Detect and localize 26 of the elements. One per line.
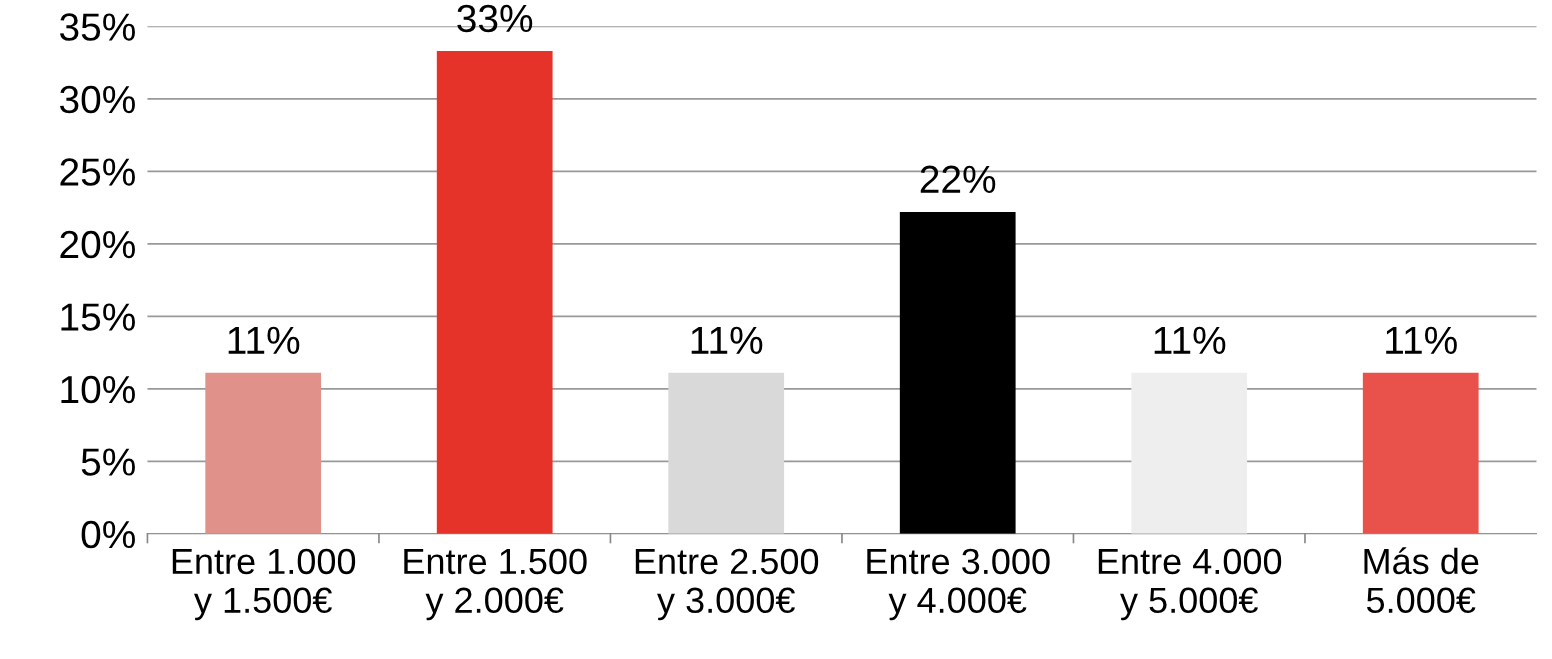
data-label: 11% <box>1386 326 1457 354</box>
bar <box>205 372 322 534</box>
bar <box>668 372 785 534</box>
x-tick-label: Entre 1.500 y 2.000€ <box>404 548 587 621</box>
y-tick-label: 20% <box>60 230 135 259</box>
y-tick-label: 10% <box>61 375 135 404</box>
data-label: 11% <box>1154 326 1226 354</box>
x-tick-label: Entre 2.500 y 3.000€ <box>635 548 819 621</box>
y-tick-label: 30% <box>59 85 135 114</box>
y-tick-label: 15% <box>61 303 135 331</box>
x-tick-label: Entre 3.000 y 4.000€ <box>867 548 1050 621</box>
x-tick-label: Entre 4.000 y 5.000€ <box>1098 548 1282 621</box>
y-tick-label: 5% <box>81 448 135 476</box>
y-tick-label: 0% <box>81 520 135 549</box>
bar <box>436 51 553 534</box>
bar <box>899 211 1016 534</box>
data-label: 33% <box>457 4 533 33</box>
data-label: 11% <box>691 326 763 354</box>
bar <box>1131 372 1248 534</box>
y-tick-label: 25% <box>60 158 135 186</box>
x-tick-label: Entre 1.000 y 1.500€ <box>172 548 356 621</box>
bar <box>1362 372 1479 534</box>
data-label: 11% <box>228 326 300 354</box>
data-label: 22% <box>920 165 996 193</box>
y-tick-label: 35% <box>59 13 135 41</box>
x-tick-label: Más de 5.000€ <box>1364 547 1479 614</box>
